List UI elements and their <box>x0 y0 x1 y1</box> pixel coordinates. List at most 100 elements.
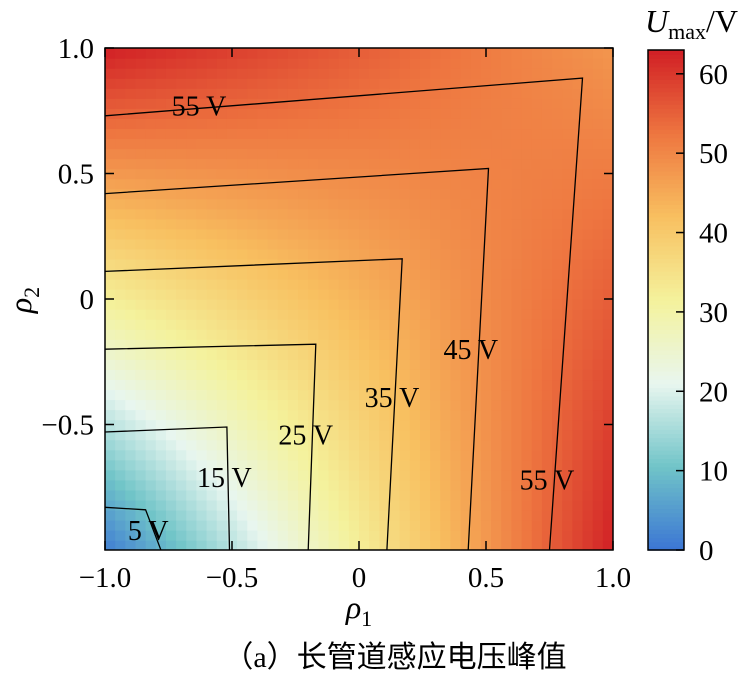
heat-cell <box>135 228 147 240</box>
heat-cell <box>196 499 208 511</box>
colorbar-segment <box>648 291 684 297</box>
heat-cell <box>155 429 167 441</box>
heat-cell <box>572 309 584 320</box>
heat-cell <box>267 188 279 200</box>
heat-cell <box>521 299 533 310</box>
heat-cell <box>105 68 116 79</box>
heat-cell <box>247 309 259 320</box>
heat-cell <box>287 218 299 230</box>
heat-cell <box>501 439 513 451</box>
heat-cell <box>541 309 553 320</box>
heat-cell <box>176 108 187 119</box>
heat-cell <box>592 509 604 521</box>
heat-cell <box>359 158 370 170</box>
heat-cell <box>348 329 360 340</box>
heat-cell <box>318 489 330 501</box>
heat-cell <box>348 218 360 230</box>
heat-cell <box>165 419 177 431</box>
heat-cell <box>216 519 228 531</box>
colorbar-segment <box>648 545 684 551</box>
heat-cell <box>328 309 340 320</box>
heat-cell <box>419 288 431 300</box>
heat-cell <box>480 98 492 109</box>
heat-cell <box>562 409 574 421</box>
heat-cell <box>419 379 431 391</box>
heat-cell <box>287 419 299 431</box>
heat-cell <box>592 449 604 461</box>
heat-cell <box>602 409 613 421</box>
heat-cell <box>125 248 137 260</box>
heat-cell <box>257 238 269 250</box>
heat-cell <box>491 469 502 481</box>
heat-cell <box>460 78 472 89</box>
colorbar-segment <box>648 495 684 501</box>
contour-lines <box>105 77 584 550</box>
heat-cell <box>115 449 127 461</box>
heat-cell <box>196 359 208 370</box>
heat-cell <box>105 148 116 160</box>
heat-cell <box>582 419 594 431</box>
heat-cell <box>450 228 462 240</box>
heat-cell <box>318 349 330 360</box>
heat-cell <box>196 78 208 89</box>
heat-cell <box>348 288 360 300</box>
heat-cell <box>440 68 452 79</box>
heat-cell <box>409 248 421 260</box>
heat-cell <box>287 128 299 140</box>
heat-cell <box>491 539 502 550</box>
heat-cell <box>409 128 421 140</box>
heat-cell <box>176 509 187 521</box>
heat-cell <box>186 369 198 381</box>
heat-cell <box>409 499 421 511</box>
heat-cell <box>338 108 350 119</box>
heat-cell <box>531 529 543 541</box>
heat-cell <box>186 529 198 541</box>
heat-cell <box>562 339 574 350</box>
heat-cell <box>115 309 127 320</box>
heat-cell <box>298 198 309 210</box>
heat-cell <box>511 178 523 190</box>
heat-cell <box>409 258 421 270</box>
heat-cell <box>267 389 279 401</box>
heat-cell <box>399 188 411 200</box>
heat-cell <box>155 409 167 421</box>
heat-cell <box>409 218 421 230</box>
heat-cell <box>531 248 543 260</box>
heat-cell <box>552 228 563 240</box>
heat-cell <box>196 399 208 411</box>
heat-cell <box>369 359 381 370</box>
heat-cell <box>105 178 116 190</box>
heat-cell <box>237 228 248 240</box>
heat-cell <box>216 288 228 300</box>
heat-cell <box>541 168 553 180</box>
heat-cell <box>440 539 452 550</box>
heat-cell <box>379 449 391 461</box>
heat-cell <box>379 529 391 541</box>
heat-cell <box>338 268 350 280</box>
heat-cell <box>308 178 320 190</box>
contour-line-15 <box>105 426 231 550</box>
heat-cell <box>298 449 309 461</box>
colorbar-segment <box>648 195 684 201</box>
heat-cell <box>226 509 238 521</box>
heat-cell <box>247 108 259 119</box>
heat-cell <box>237 339 248 350</box>
heat-cell <box>572 258 584 270</box>
heat-cell <box>328 529 340 541</box>
heat-cell <box>135 409 147 421</box>
heat-cell <box>541 409 553 421</box>
contour-line-35 <box>105 258 403 550</box>
heat-cell <box>237 188 248 200</box>
heat-cell <box>541 198 553 210</box>
heat-cell <box>318 509 330 521</box>
heat-cell <box>369 188 381 200</box>
heat-cell <box>521 158 533 170</box>
heat-cell <box>582 288 594 300</box>
heat-cell <box>318 469 330 481</box>
colorbar-segment <box>648 229 684 235</box>
heat-cell <box>125 128 137 140</box>
heat-cell <box>298 128 309 140</box>
heat-cell <box>460 148 472 160</box>
heat-cell <box>562 529 574 541</box>
heat-cell <box>237 268 248 280</box>
